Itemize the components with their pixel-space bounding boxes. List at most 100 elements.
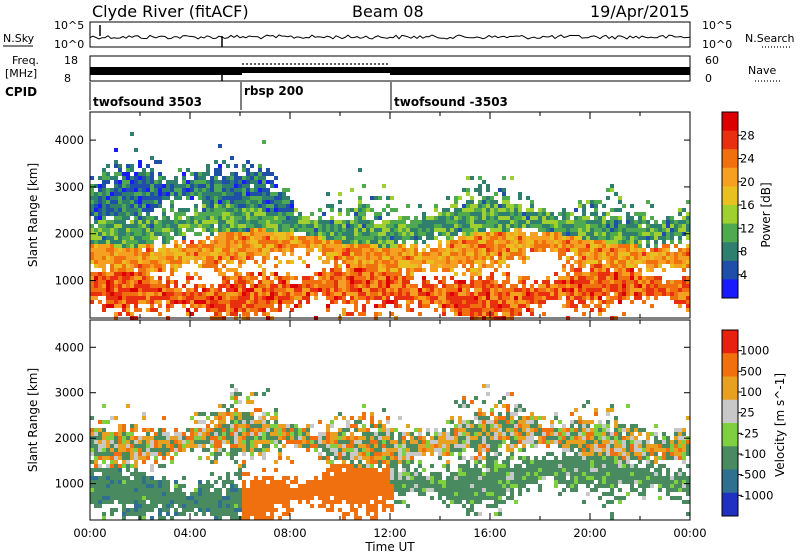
heatmap-cell <box>122 480 126 484</box>
heatmap-cell <box>650 248 654 252</box>
heatmap-cell <box>174 432 178 436</box>
heatmap-cell <box>370 232 374 236</box>
heatmap-cell <box>402 244 406 248</box>
heatmap-cell <box>610 240 614 244</box>
heatmap-cell <box>314 228 318 232</box>
heatmap-cell <box>686 228 690 232</box>
heatmap-cell <box>294 284 298 288</box>
heatmap-cell <box>114 292 118 296</box>
heatmap-cell <box>242 480 246 484</box>
heatmap-cell <box>330 276 334 280</box>
heatmap-cell <box>318 452 322 456</box>
heatmap-cell <box>482 260 486 264</box>
heatmap-cell <box>126 296 130 300</box>
heatmap-cell <box>114 200 118 204</box>
heatmap-cell <box>414 220 418 224</box>
heatmap-cell <box>382 220 386 224</box>
heatmap-cell <box>182 292 186 296</box>
heatmap-cell <box>682 228 686 232</box>
heatmap-cell <box>502 304 506 308</box>
heatmap-cell <box>258 492 262 496</box>
heatmap-cell <box>230 448 234 452</box>
heatmap-cell <box>222 432 226 436</box>
heatmap-cell <box>202 436 206 440</box>
heatmap-cell <box>318 256 322 260</box>
heatmap-cell <box>286 224 290 228</box>
heatmap-cell <box>326 284 330 288</box>
heatmap-cell <box>242 204 246 208</box>
heatmap-cell <box>186 248 190 252</box>
heatmap-cell <box>530 284 534 288</box>
heatmap-cell <box>126 260 130 264</box>
heatmap-cell <box>170 460 174 464</box>
heatmap-cell <box>134 460 138 464</box>
heatmap-cell <box>454 256 458 260</box>
heatmap-cell <box>614 260 618 264</box>
heatmap-cell <box>466 192 470 196</box>
heatmap-cell <box>550 220 554 224</box>
heatmap-cell <box>342 440 346 444</box>
heatmap-cell <box>102 488 106 492</box>
heatmap-cell <box>350 272 354 276</box>
heatmap-cell <box>314 220 318 224</box>
heatmap-cell <box>342 448 346 452</box>
heatmap-cell <box>562 292 566 296</box>
heatmap-cell <box>306 424 310 428</box>
heatmap-cell <box>294 432 298 436</box>
heatmap-cell <box>230 156 234 160</box>
heatmap-cell <box>342 292 346 296</box>
heatmap-cell <box>542 212 546 216</box>
heatmap-cell <box>286 456 290 460</box>
heatmap-cell <box>126 200 130 204</box>
heatmap-cell <box>318 276 322 280</box>
heatmap-cell <box>462 220 466 224</box>
heatmap-cell <box>666 244 670 248</box>
heatmap-cell <box>642 252 646 256</box>
heatmap-cell <box>130 496 134 500</box>
heatmap-cell <box>570 264 574 268</box>
heatmap-cell <box>590 240 594 244</box>
heatmap-cell <box>214 460 218 464</box>
heatmap-cell <box>310 488 314 492</box>
heatmap-cell <box>470 204 474 208</box>
heatmap-cell <box>158 248 162 252</box>
heatmap-cell <box>414 260 418 264</box>
heatmap-cell <box>318 208 322 212</box>
heatmap-cell <box>110 492 114 496</box>
heatmap-cell <box>458 252 462 256</box>
heatmap-cell <box>358 212 362 216</box>
heatmap-cell <box>262 420 266 424</box>
heatmap-cell <box>130 204 134 208</box>
heatmap-cell <box>354 284 358 288</box>
heatmap-cell <box>474 188 478 192</box>
heatmap-cell <box>126 508 130 512</box>
heatmap-cell <box>398 288 402 292</box>
heatmap-cell <box>210 292 214 296</box>
heatmap-cell <box>562 212 566 216</box>
heatmap-cell <box>118 248 122 252</box>
heatmap-cell <box>318 488 322 492</box>
heatmap-cell <box>414 296 418 300</box>
heatmap-cell <box>262 216 266 220</box>
heatmap-cell <box>274 232 278 236</box>
heatmap-cell <box>650 204 654 208</box>
heatmap-cell <box>586 304 590 308</box>
heatmap-cell <box>110 460 114 464</box>
heatmap-cell <box>246 424 250 428</box>
heatmap-cell <box>686 224 690 228</box>
heatmap-cell <box>442 276 446 280</box>
heatmap-cell <box>602 240 606 244</box>
heatmap-cell <box>166 192 170 196</box>
heatmap-cell <box>358 260 362 264</box>
heatmap-cell <box>358 240 362 244</box>
heatmap-cell <box>114 224 118 228</box>
heatmap-cell <box>450 232 454 236</box>
heatmap-cell <box>242 192 246 196</box>
heatmap-cell <box>678 240 682 244</box>
heatmap-cell <box>498 252 502 256</box>
heatmap-cell <box>366 232 370 236</box>
heatmap-cell <box>410 224 414 228</box>
heatmap-cell <box>114 172 118 176</box>
heatmap-cell <box>270 428 274 432</box>
heatmap-cell <box>94 296 98 300</box>
